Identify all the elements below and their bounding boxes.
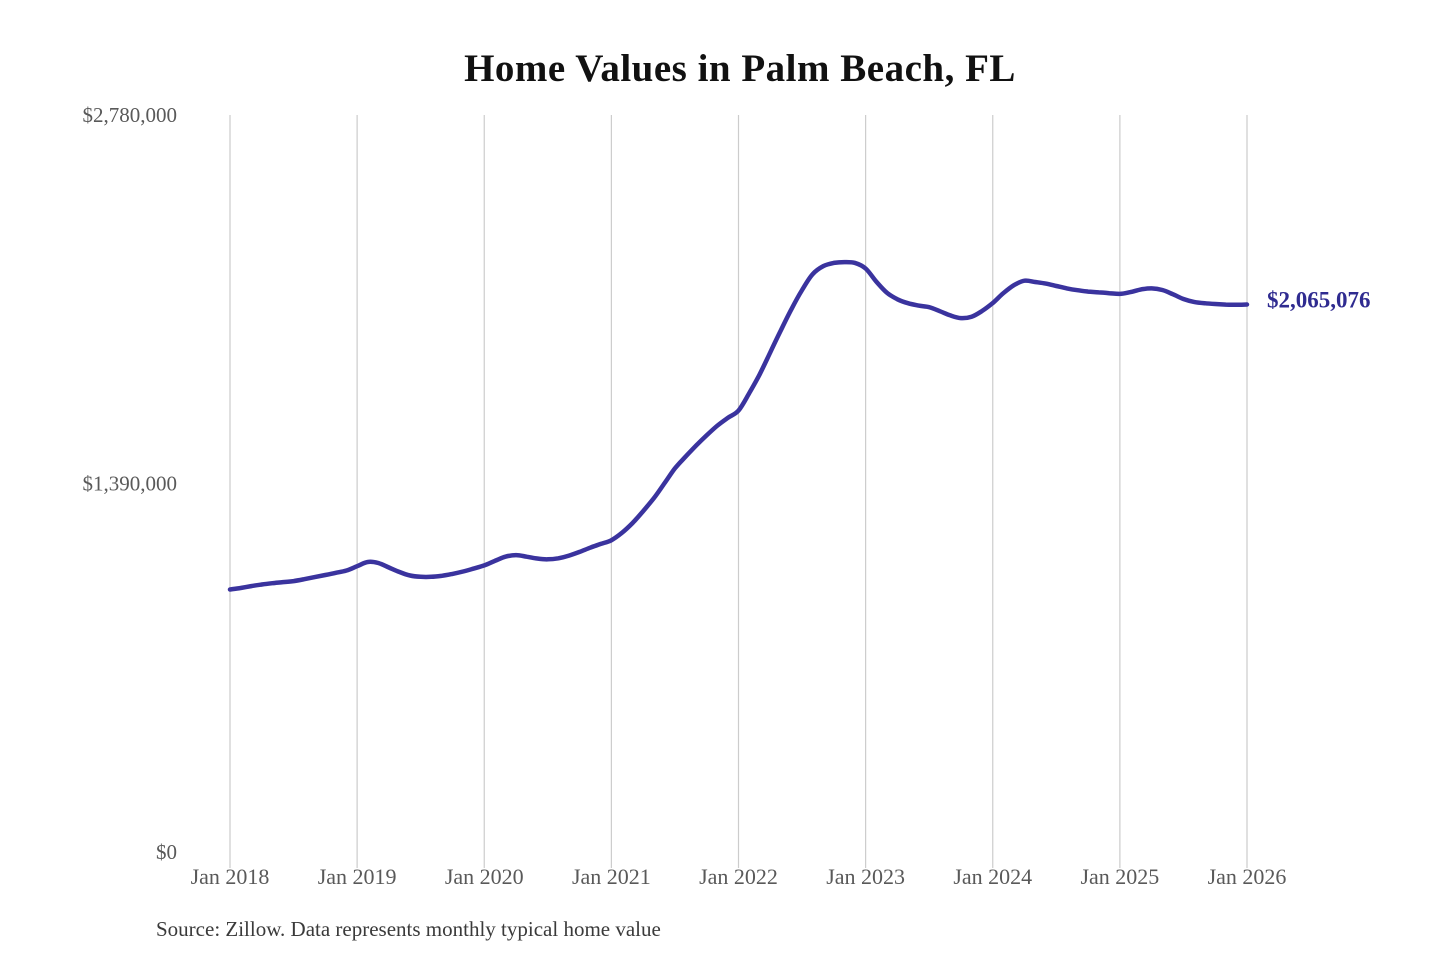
source-note: Source: Zillow. Data represents monthly …	[156, 917, 661, 941]
x-tick-label: Jan 2025	[1080, 864, 1159, 889]
x-tick-label: Jan 2019	[318, 864, 397, 889]
x-tick-label: Jan 2018	[191, 864, 270, 889]
y-tick-label: $2,780,000	[83, 103, 178, 127]
x-tick-label: Jan 2026	[1208, 864, 1287, 889]
x-tick-label: Jan 2024	[953, 864, 1032, 889]
x-tick-label: Jan 2021	[572, 864, 651, 889]
chart-title: Home Values in Palm Beach, FL	[464, 47, 1016, 90]
x-tick-label: Jan 2023	[826, 864, 905, 889]
latest-value-label: $2,065,076	[1267, 288, 1371, 313]
x-tick-label: Jan 2022	[699, 864, 778, 889]
y-tick-label: $0	[156, 840, 177, 864]
value-line	[227, 259, 1250, 592]
x-tick-label: Jan 2020	[445, 864, 524, 889]
y-tick-label: $1,390,000	[83, 472, 178, 496]
